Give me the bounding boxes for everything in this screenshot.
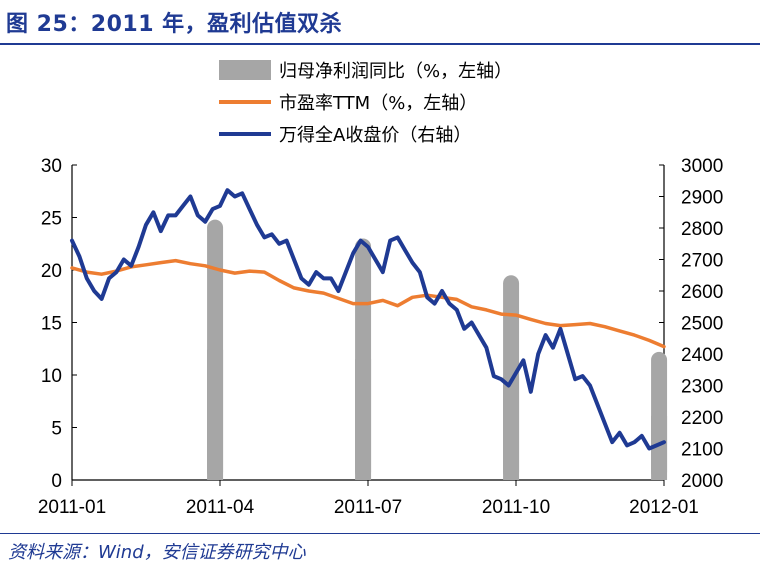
legend-label: 归母净利润同比（%，左轴）: [279, 61, 512, 82]
pe-ttm-line: [70, 258, 666, 349]
y-right-tick-label: 2300: [681, 377, 723, 398]
wind-a-index-line: [70, 188, 666, 451]
x-tick-label: 2011-10: [482, 497, 550, 518]
legend-label: 市盈率TTM（%，左轴）: [279, 93, 477, 114]
source-note: 资料来源：Wind，安信证券研究中心: [8, 542, 306, 563]
y-right-tick-label: 2600: [681, 282, 723, 303]
y-left-tick-label: 25: [41, 209, 62, 230]
profit-growth-bar-base: [651, 415, 668, 480]
y-left-tick-label: 30: [41, 156, 62, 177]
y-right-tick-label: 2400: [681, 345, 723, 366]
y-right-tick-label: 2800: [681, 219, 723, 240]
x-tick-label: 2011-04: [186, 497, 255, 518]
y-left-tick-label: 10: [41, 366, 62, 387]
y-left-tick-label: 0: [51, 471, 62, 492]
legend-label: 万得全A收盘价（右轴）: [279, 125, 471, 146]
y-right-tick-label: 3000: [681, 156, 723, 177]
footer-divider: [0, 533, 760, 534]
title-divider: [0, 43, 760, 45]
y-right-tick-label: 2000: [681, 471, 723, 492]
profit-growth-bar-base: [355, 359, 372, 480]
x-tick-label: 2012-01: [629, 497, 699, 518]
y-left-tick-label: 20: [41, 261, 62, 282]
y-right-tick-label: 2500: [681, 314, 723, 335]
y-left-tick-label: 15: [41, 314, 62, 335]
y-left-tick-label: 5: [51, 419, 62, 440]
legend-swatch-bar: [219, 60, 271, 80]
y-right-tick-label: 2100: [681, 440, 723, 461]
x-tick-label: 2011-07: [334, 497, 402, 518]
y-right-tick-label: 2200: [681, 408, 723, 429]
page-title: 图 25：2011 年，盈利估值双杀: [6, 12, 343, 37]
profit-growth-bar-base: [207, 349, 224, 480]
x-tick-label: 2011-01: [38, 497, 106, 518]
y-right-tick-label: 2900: [681, 188, 723, 209]
y-right-tick-label: 2700: [681, 251, 723, 272]
profit-growth-bar-base: [503, 377, 520, 480]
